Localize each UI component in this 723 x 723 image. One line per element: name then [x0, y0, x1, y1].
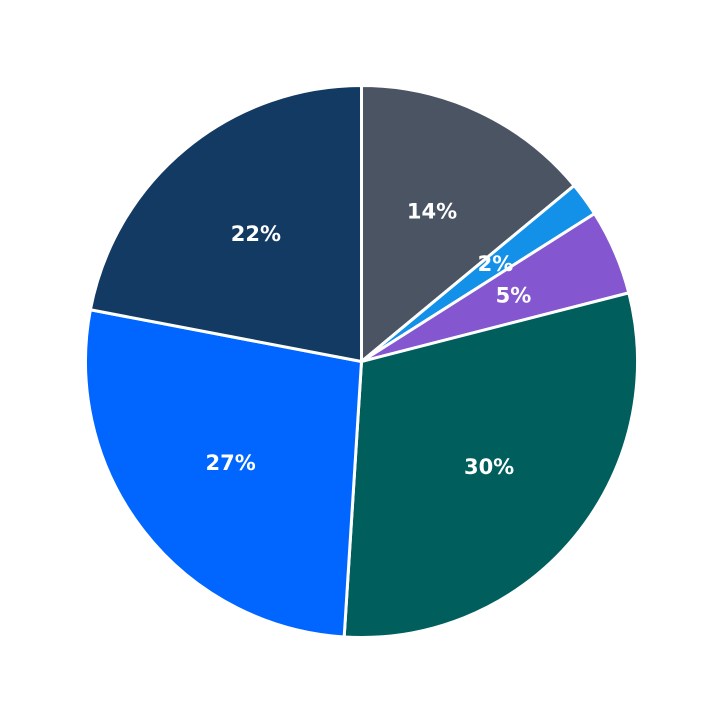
pie-slices [84, 84, 640, 639]
pie-slice-label-0: 14% [407, 200, 457, 224]
pie-slice-label-2: 5% [496, 284, 532, 308]
pie-labels: 14% 2% 5% 30% 27% 22% [206, 200, 532, 479]
pie-slice-label-5: 22% [231, 222, 281, 246]
pie-slice-0 [360, 84, 576, 363]
pie-slice-label-4: 27% [206, 451, 256, 475]
pie-slice-label-3: 30% [464, 455, 514, 479]
pie-slice-label-1: 2% [478, 252, 514, 276]
pie-slice-5 [88, 84, 363, 363]
pie-slice-3 [342, 291, 640, 639]
pie-slice-4 [84, 308, 363, 639]
